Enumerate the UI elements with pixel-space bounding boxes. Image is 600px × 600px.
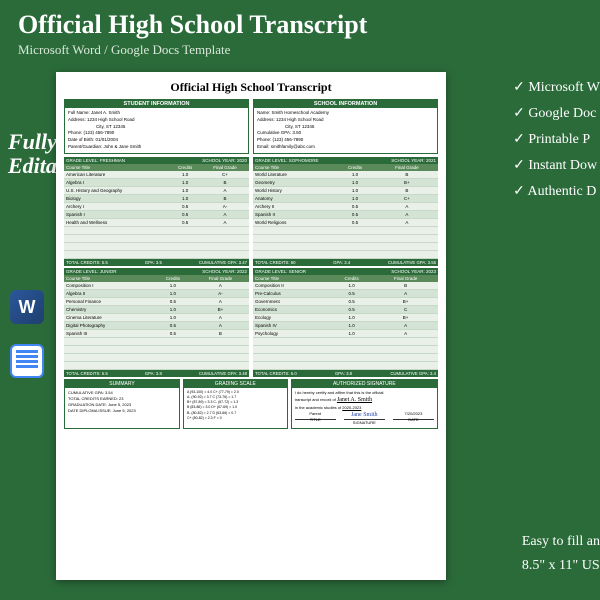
bottom-info: Easy to fill an8.5" x 11" US <box>522 526 600 582</box>
word-icon: W <box>10 290 44 324</box>
grading-box: GRADING SCALE A (93-100) = 4.0 C+ (77-79… <box>183 379 288 429</box>
feature-list: ✓ Microsoft W✓ Google Doc✓ Printable P✓ … <box>513 70 600 209</box>
doc-title: Official High School Transcript <box>64 80 438 95</box>
school-info: SCHOOL INFORMATION Name: Smith Homeschoo… <box>253 99 438 154</box>
page-subtitle: Microsoft Word / Google Docs Template <box>18 42 582 58</box>
summary-box: SUMMARY CUMULATIVE GPA: 3.54TOTAL CREDIT… <box>64 379 180 429</box>
docs-icon <box>10 344 44 378</box>
page-title: Official High School Transcript <box>18 10 582 40</box>
student-info: STUDENT INFORMATION Full Name: Janet A. … <box>64 99 249 154</box>
signature-box: AUTHORIZED SIGNATURE I do hereby certify… <box>291 379 438 429</box>
app-icons: W <box>10 290 44 398</box>
transcript-document: Official High School Transcript STUDENT … <box>56 72 446 580</box>
